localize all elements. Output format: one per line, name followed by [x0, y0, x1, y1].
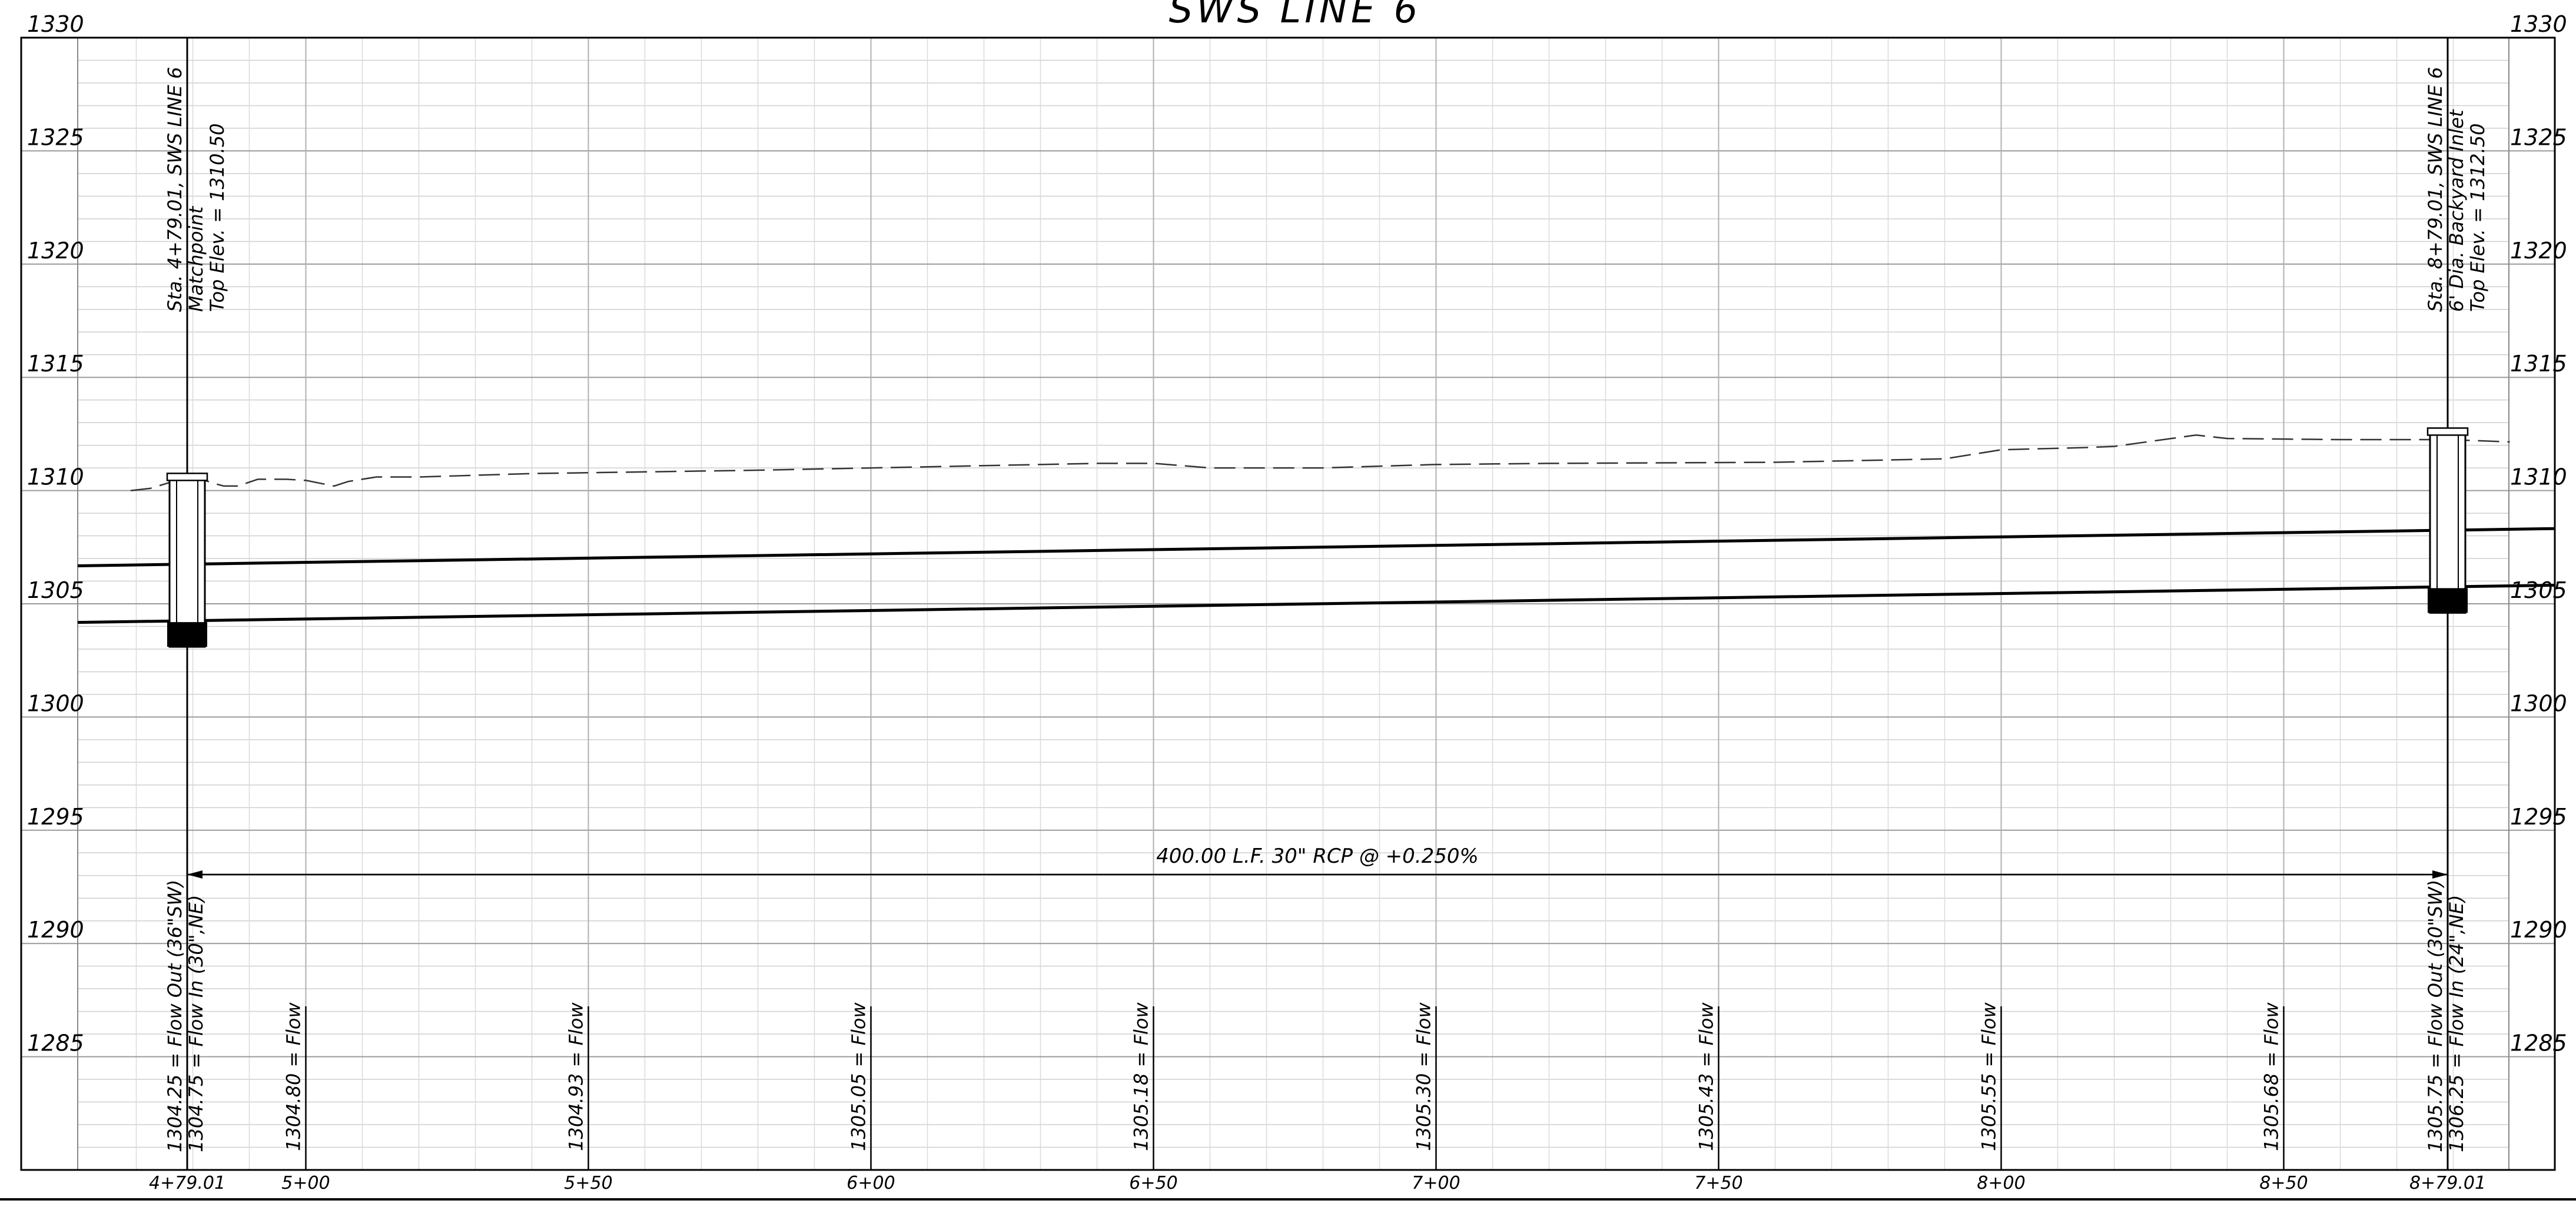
flowline-label: 1305.55 = Flow — [1978, 1002, 2000, 1151]
pipe-invert-line — [77, 583, 2555, 624]
station-label: 7+00 — [1412, 1173, 1460, 1193]
structure-label: Top Elev. = 1312.50 — [2467, 124, 2489, 312]
flowline-callout: 1305.30 = Flow — [1413, 1002, 1437, 1170]
station-label: 4+79.01 — [149, 1173, 225, 1193]
flowline-label: 1305.30 = Flow — [1413, 1002, 1435, 1151]
elevation-label: 1320 — [27, 238, 84, 264]
flowline-label: 1304.80 = Flow — [283, 1002, 305, 1151]
structure-label: Matchpoint — [185, 205, 207, 312]
elevation-label: 1295 — [2510, 804, 2567, 830]
structure-label: Top Elev. = 1310.50 — [206, 124, 228, 312]
elevation-label: 1305 — [2510, 577, 2567, 603]
elevation-label: 1315 — [2510, 351, 2567, 377]
flowline-label: 1305.68 = Flow — [2260, 1002, 2283, 1151]
elevation-label: 1320 — [2510, 238, 2567, 264]
flowline-callout: 1305.68 = Flow — [2260, 1002, 2285, 1170]
flowline-callout: 1305.55 = Flow — [1978, 1002, 2002, 1170]
structure-box — [168, 478, 206, 648]
structure-flow-label: 1306.25 = Flow In (24",NE) — [2445, 895, 2468, 1152]
flowline-label: 1305.43 = Flow — [1695, 1002, 1718, 1151]
pipe-crown-line — [77, 527, 2555, 567]
structure-flow-label: 1304.75 = Flow In (30",NE) — [185, 895, 207, 1152]
profile-frame — [20, 36, 2556, 1171]
station-label: 6+50 — [1129, 1173, 1177, 1193]
station-label: 8+50 — [2259, 1173, 2308, 1193]
structure-footing — [167, 622, 207, 647]
dimension-arrow-left — [187, 870, 203, 879]
elevation-label: 1285 — [27, 1030, 84, 1056]
structure-lid — [2426, 427, 2469, 436]
elevation-label: 1290 — [2510, 917, 2567, 943]
dimension-arrow-right — [2432, 870, 2448, 879]
elevation-label: 1325 — [2510, 124, 2567, 150]
existing-ground-line — [130, 434, 2510, 491]
elevation-label: 1305 — [27, 577, 84, 603]
elevation-label: 1295 — [27, 804, 84, 830]
elevation-label: 1330 — [27, 11, 84, 37]
structure-label: Sta. 4+79.01, SWS LINE 6 — [164, 67, 186, 312]
elevation-label: 1285 — [2510, 1030, 2567, 1056]
station-label: 5+00 — [281, 1173, 330, 1193]
elevation-label: 1330 — [2510, 11, 2567, 37]
structure-flow-label: 1304.25 = Flow Out (36"SW) — [164, 880, 186, 1152]
structure-footing — [2428, 588, 2468, 613]
flowline-label: 1305.05 = Flow — [848, 1002, 870, 1151]
structure-box — [2429, 433, 2467, 614]
pipe-label: 400.00 L.F. 30" RCP @ +0.250% — [1156, 844, 1479, 868]
elevation-labels-left: 1330 1325 1320 1315 1310 1305 1300 1295 1290 1285 — [27, 11, 84, 1056]
flowline-labels: 1304.80 = Flow 1304.93 = Flow 1305.05 = Fl… — [283, 1002, 2285, 1170]
flowline-label: 1305.18 = Flow — [1130, 1002, 1153, 1151]
flowline-callout: 1304.93 = Flow — [565, 1002, 589, 1170]
structure-lid — [166, 473, 208, 481]
station-label: 5+50 — [564, 1173, 612, 1193]
elevation-label: 1300 — [2510, 690, 2567, 716]
flowline-callout: 1305.18 = Flow — [1130, 1002, 1154, 1170]
flowline-callout: 1305.43 = Flow — [1695, 1002, 1719, 1170]
elevation-label: 1290 — [27, 917, 84, 943]
profile-title: SWS LINE 6 — [1169, 0, 1422, 32]
station-label: 7+50 — [1694, 1173, 1742, 1193]
elevation-label: 1325 — [27, 124, 84, 150]
station-label: 8+00 — [1977, 1173, 2025, 1193]
elevation-label: 1310 — [2510, 464, 2567, 490]
elevation-labels-right: 1330 1325 1320 1315 1310 1305 1300 1295 1290 1285 — [2510, 11, 2567, 1056]
pipe-dimension: 400.00 L.F. 30" RCP @ +0.250% — [187, 844, 2448, 879]
structure-flow-label: 1305.75 = Flow Out (30"SW) — [2424, 880, 2446, 1152]
flowline-callout: 1305.05 = Flow — [848, 1002, 872, 1170]
elevation-label: 1310 — [27, 464, 84, 490]
station-labels: 4+79.01 5+00 5+50 6+00 6+50 7+00 7+50 8+00 8+50 8… — [149, 1173, 2486, 1193]
flowline-callout: 1304.80 = Flow — [283, 1002, 307, 1170]
flowline-label: 1304.93 = Flow — [565, 1002, 587, 1151]
elevation-label: 1315 — [27, 351, 84, 377]
station-label: 6+00 — [847, 1173, 895, 1193]
station-label: 8+79.01 — [2409, 1173, 2486, 1193]
structure-label: Sta. 8+79.01, SWS LINE 6 — [2424, 67, 2446, 312]
elevation-label: 1300 — [27, 690, 84, 716]
structure-label: 6' Dia. Backyard Inlet — [2445, 109, 2468, 312]
structure-2: Sta. 8+79.01, SWS LINE 66' Dia. Backyard… — [2424, 38, 2489, 1170]
